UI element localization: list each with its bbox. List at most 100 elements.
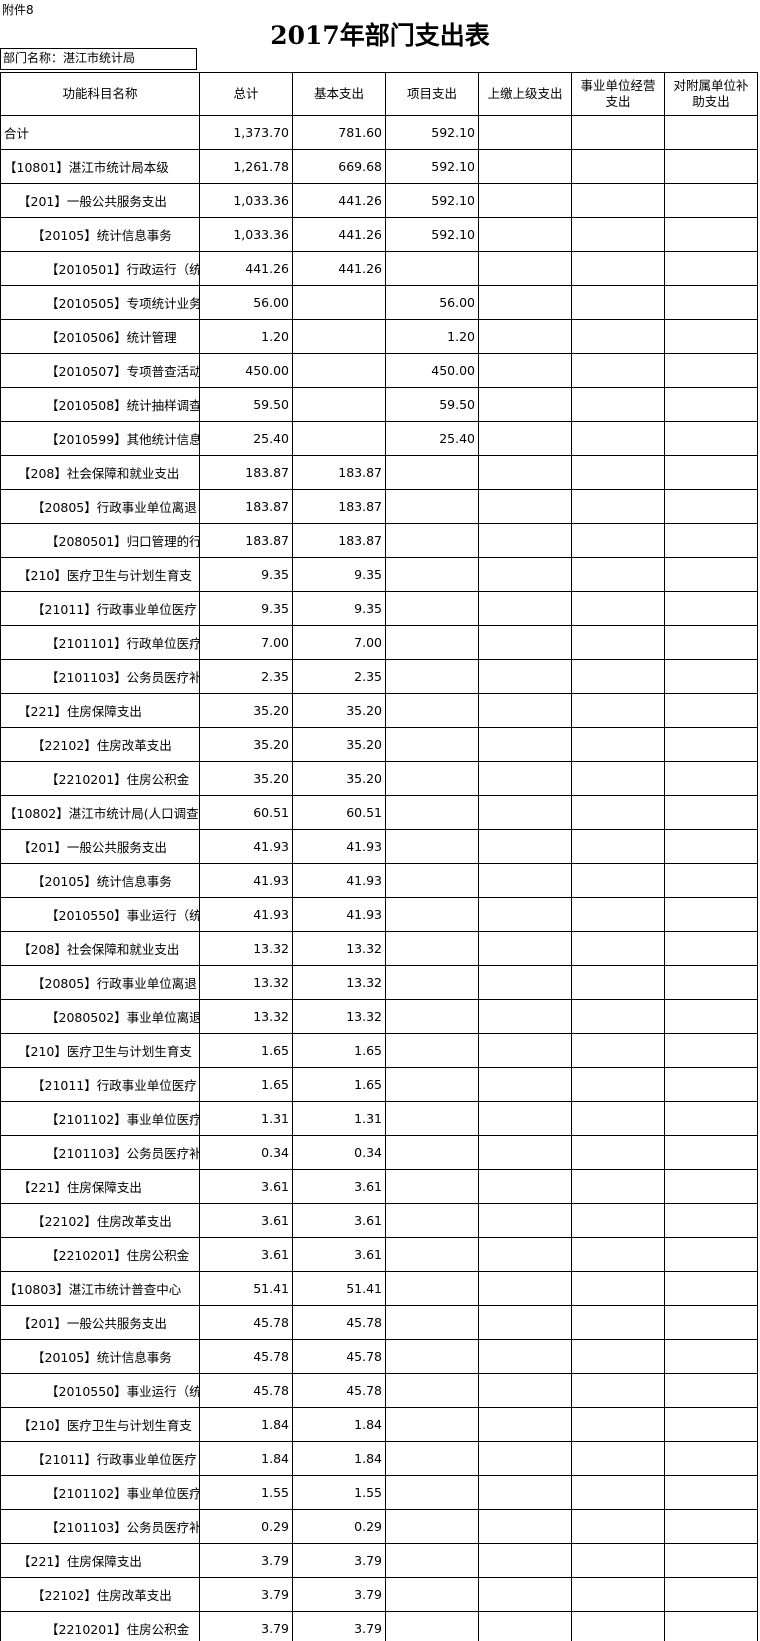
item-name: 【2101103】公务员医疗补 [0,1135,200,1170]
amount-cell: 1.55 [292,1475,386,1510]
empty-cell [478,523,572,558]
amount-cell: 41.93 [199,863,293,898]
empty-cell [478,183,572,218]
empty-cell [478,285,572,320]
amount-cell [385,455,479,490]
empty-cell [571,115,665,150]
column-header: 功能科目名称 [0,72,200,116]
table-row: 【2010505】专项统计业务 56.00 56.00 [0,285,758,320]
column-header: 总计 [199,72,293,116]
empty-cell [571,1305,665,1340]
table-row: 【21011】行政事业单位医疗 1.84 1.84 [0,1441,758,1476]
amount-cell [385,1441,479,1476]
empty-cell [478,727,572,762]
amount-cell: 1.20 [385,319,479,354]
empty-cell [478,659,572,694]
amount-cell [385,1033,479,1068]
item-name: 【2210201】住房公积金 [0,1611,200,1641]
amount-cell [385,863,479,898]
empty-cell [478,1339,572,1374]
amount-cell [385,251,479,286]
empty-cell [664,1203,758,1238]
empty-cell [571,1339,665,1374]
amount-cell [385,1203,479,1238]
item-name: 【201】一般公共服务支出 [0,829,200,864]
amount-cell: 45.78 [292,1373,386,1408]
amount-cell: 1,033.36 [199,217,293,252]
amount-cell: 1.31 [292,1101,386,1136]
table-row: 【2101102】事业单位医疗 1.31 1.31 [0,1101,758,1136]
empty-cell [664,387,758,422]
amount-cell: 3.79 [292,1543,386,1578]
empty-cell [571,1101,665,1136]
empty-cell [664,625,758,660]
table-row: 【2101103】公务员医疗补 0.29 0.29 [0,1509,758,1544]
amount-cell [385,829,479,864]
amount-cell [385,727,479,762]
item-name: 【10803】湛江市统计普查中心 [0,1271,200,1306]
empty-cell [664,1237,758,1272]
amount-cell [385,999,479,1034]
amount-cell [385,897,479,932]
table-row: 【21011】行政事业单位医疗 1.65 1.65 [0,1067,758,1102]
empty-cell [571,1067,665,1102]
item-name: 【2010505】专项统计业务 [0,285,200,320]
amount-cell: 25.40 [199,421,293,456]
table-row: 【22102】住房改革支出 3.61 3.61 [0,1203,758,1238]
amount-cell: 13.32 [292,999,386,1034]
empty-cell [664,319,758,354]
amount-cell: 592.10 [385,217,479,252]
amount-cell: 781.60 [292,115,386,150]
empty-cell [478,795,572,830]
item-name: 【20805】行政事业单位离退 [0,489,200,524]
amount-cell: 9.35 [292,591,386,626]
empty-cell [478,931,572,966]
item-name: 【2101101】行政单位医疗 [0,625,200,660]
item-name: 【20105】统计信息事务 [0,863,200,898]
item-name: 【221】住房保障支出 [0,693,200,728]
amount-cell: 3.61 [199,1169,293,1204]
table-row: 【2101101】行政单位医疗 7.00 7.00 [0,625,758,660]
item-name: 【2101103】公务员医疗补 [0,1509,200,1544]
empty-cell [571,1169,665,1204]
item-name: 【2080501】归口管理的行 [0,523,200,558]
amount-cell: 0.29 [292,1509,386,1544]
amount-cell: 183.87 [292,489,386,524]
empty-cell [664,523,758,558]
table-row: 【20805】行政事业单位离退 183.87 183.87 [0,489,758,524]
table-row: 【2080501】归口管理的行 183.87 183.87 [0,523,758,558]
empty-cell [571,1441,665,1476]
amount-cell: 1.84 [199,1441,293,1476]
amount-cell: 1,373.70 [199,115,293,150]
table-row: 【2010550】事业运行（统 45.78 45.78 [0,1373,758,1408]
amount-cell: 1.84 [199,1407,293,1442]
amount-cell: 41.93 [199,897,293,932]
empty-cell [664,489,758,524]
empty-cell [478,1135,572,1170]
amount-cell: 441.26 [292,217,386,252]
empty-cell [571,795,665,830]
amount-cell [385,795,479,830]
table-row: 【2101103】公务员医疗补 0.34 0.34 [0,1135,758,1170]
empty-cell [664,1611,758,1641]
empty-cell [478,319,572,354]
amount-cell [292,285,386,320]
table-row: 【201】一般公共服务支出 41.93 41.93 [0,829,758,864]
empty-cell [571,489,665,524]
item-name: 【10801】湛江市统计局本级 [0,149,200,184]
amount-cell: 3.61 [292,1237,386,1272]
item-name: 【2010550】事业运行（统 [0,897,200,932]
amount-cell: 450.00 [199,353,293,388]
amount-cell [385,1135,479,1170]
empty-cell [478,1577,572,1612]
amount-cell [385,693,479,728]
item-name: 【2101103】公务员医疗补 [0,659,200,694]
empty-cell [571,1203,665,1238]
item-name: 【210】医疗卫生与计划生育支 [0,1033,200,1068]
empty-cell [478,965,572,1000]
amount-cell: 592.10 [385,183,479,218]
empty-cell [571,319,665,354]
empty-cell [478,1067,572,1102]
column-header: 项目支出 [385,72,479,116]
table-row: 【2010506】统计管理 1.20 1.20 [0,319,758,354]
